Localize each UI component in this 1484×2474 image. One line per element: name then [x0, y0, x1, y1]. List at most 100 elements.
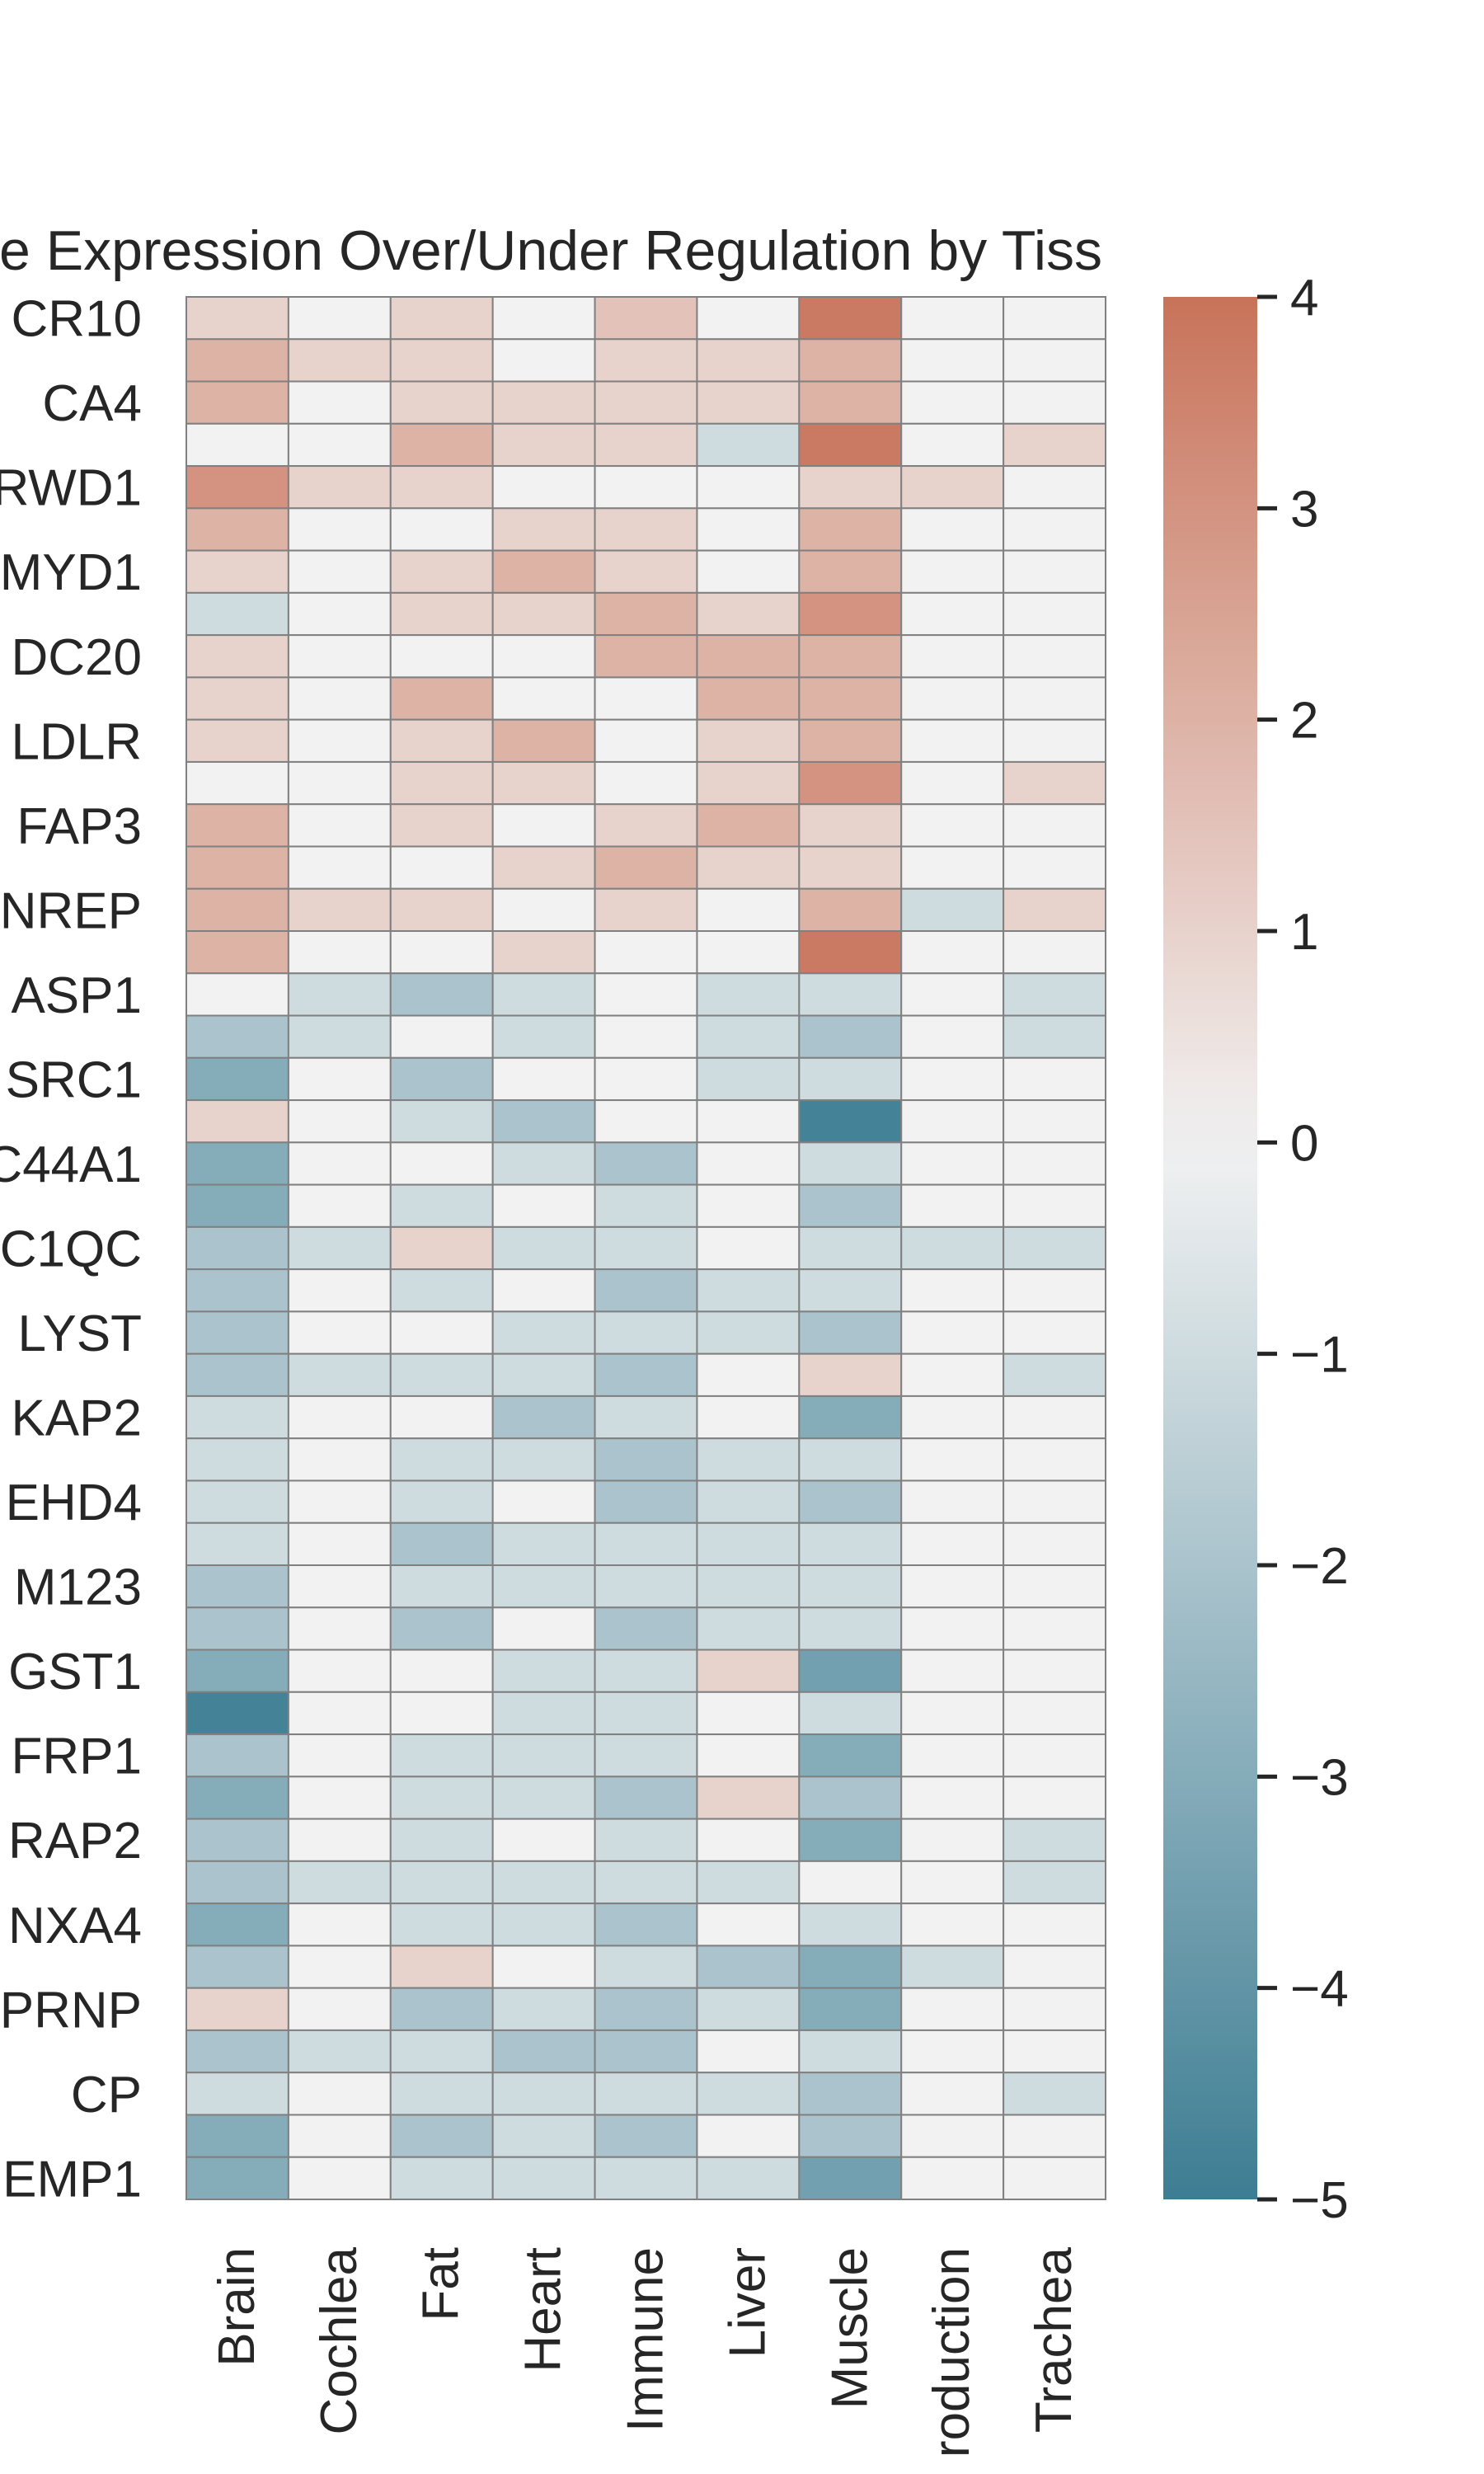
colorbar-tick-label: −2: [1290, 1538, 1349, 1595]
heatmap-cell: [389, 1352, 494, 1397]
heatmap-cell: [389, 972, 494, 1017]
colorbar-tick-label: 4: [1290, 270, 1318, 327]
heatmap-cell: [798, 2114, 903, 2158]
heatmap-cell: [900, 1352, 1005, 1397]
heatmap-cell: [900, 1141, 1005, 1186]
heatmap-cell: [389, 296, 494, 341]
heatmap-cell: [900, 591, 1005, 637]
heatmap-cell: [287, 422, 392, 468]
heatmap-cell: [491, 803, 596, 848]
heatmap-cell: [594, 1014, 698, 1059]
heatmap-cell: [696, 1479, 801, 1524]
heatmap-cell: [696, 1310, 801, 1355]
heatmap-cell: [389, 1606, 494, 1651]
heatmap-cell: [1003, 465, 1106, 510]
heatmap-cell: [900, 2156, 1005, 2200]
heatmap-cell: [696, 549, 801, 594]
heatmap-cell: [186, 634, 289, 679]
heatmap-cell: [696, 380, 801, 425]
heatmap-cell: [186, 380, 289, 425]
heatmap-cell: [1003, 1987, 1106, 2031]
heatmap-cell: [696, 2072, 801, 2116]
colorbar-tick-label: 2: [1290, 693, 1318, 750]
heatmap-cell: [491, 2072, 596, 2116]
heatmap-cell: [900, 845, 1005, 890]
heatmap-cell: [186, 465, 289, 510]
heatmap-cell: [491, 1310, 596, 1355]
heatmap-cell: [389, 422, 494, 468]
heatmap-cell: [900, 1479, 1005, 1524]
heatmap-cell: [287, 380, 392, 425]
row-label: EMP1: [2, 2151, 142, 2208]
heatmap-cell: [798, 1225, 903, 1271]
heatmap-cell: [389, 718, 494, 763]
heatmap-cell: [491, 1437, 596, 1482]
heatmap-cell: [287, 930, 392, 975]
heatmap-cell: [389, 1987, 494, 2031]
heatmap-cell: [594, 338, 698, 383]
heatmap-cell: [900, 972, 1005, 1017]
heatmap-cell: [798, 1437, 903, 1482]
heatmap-cell: [389, 887, 494, 932]
colorbar-gradient: [1163, 297, 1257, 2199]
heatmap-cell: [186, 2156, 289, 2200]
heatmap-cell: [1003, 803, 1106, 848]
heatmap-cell: [287, 1268, 392, 1313]
row-tick-labels: CR10 CA4 RWD1 MYD1 DC20 LDLR FAP3 NREP ASP1 SRC1 C…: [0, 291, 142, 2208]
heatmap-cell: [1003, 1860, 1106, 1905]
heatmap-cell: [491, 845, 596, 890]
heatmap-cell: [696, 972, 801, 1017]
heatmap-cell: [186, 591, 289, 637]
row-label: C1QC: [0, 1221, 142, 1278]
colorbar-tick-label: −4: [1290, 1961, 1349, 2018]
heatmap-cell: [287, 1395, 392, 1440]
heatmap-cell: [491, 1945, 596, 1989]
heatmap-cell: [696, 296, 801, 341]
heatmap-cell: [696, 2156, 801, 2200]
heatmap-cell: [900, 676, 1005, 721]
heatmap-cell: [1003, 1649, 1106, 1693]
row-label: ASP1: [11, 967, 142, 1024]
heatmap-cell: [798, 1056, 903, 1102]
heatmap-cell: [798, 1141, 903, 1186]
heatmap-cell: [389, 2156, 494, 2200]
heatmap-cell: [389, 1733, 494, 1778]
column-label: Cochlea: [311, 2246, 368, 2434]
row-label: NXA4: [8, 1898, 142, 1954]
heatmap-cell: [1003, 1945, 1106, 1989]
heatmap-cell: [696, 1183, 801, 1228]
heatmap-cell: [491, 465, 596, 510]
heatmap-cell: [1003, 422, 1106, 468]
heatmap-cell: [798, 1945, 903, 1989]
heatmap-cell: [696, 718, 801, 763]
heatmap-cell: [900, 422, 1005, 468]
heatmap-cell: [389, 1183, 494, 1228]
heatmap-cell: [186, 296, 289, 341]
heatmap-cell: [1003, 676, 1106, 721]
heatmap-cell: [900, 1606, 1005, 1651]
heatmap-cell: [1003, 1522, 1106, 1566]
heatmap-cell: [287, 845, 392, 890]
heatmap-cell: [798, 718, 903, 763]
heatmap-cell: [186, 1903, 289, 1947]
heatmap-cell: [186, 1225, 289, 1271]
heatmap-cell: [798, 1183, 903, 1228]
heatmap-cell: [287, 1649, 392, 1693]
heatmap-cell: [594, 1183, 698, 1228]
heatmap-cell: [287, 1691, 392, 1736]
heatmap-cell: [1003, 1056, 1106, 1102]
heatmap-cell: [900, 1649, 1005, 1693]
heatmap-cell: [798, 930, 903, 975]
heatmap-cell: [186, 930, 289, 975]
heatmap-cell: [491, 1818, 596, 1862]
heatmap-cell: [696, 338, 801, 383]
heatmap-cell: [594, 1225, 698, 1271]
heatmap-cell: [1003, 507, 1106, 552]
heatmap-cell: [287, 1987, 392, 2031]
heatmap-cell: [1003, 1310, 1106, 1355]
heatmap-cell: [287, 549, 392, 594]
row-label: CA4: [42, 375, 142, 432]
heatmap-cell: [798, 507, 903, 552]
heatmap-cell: [389, 380, 494, 425]
heatmap-cell: [389, 507, 494, 552]
